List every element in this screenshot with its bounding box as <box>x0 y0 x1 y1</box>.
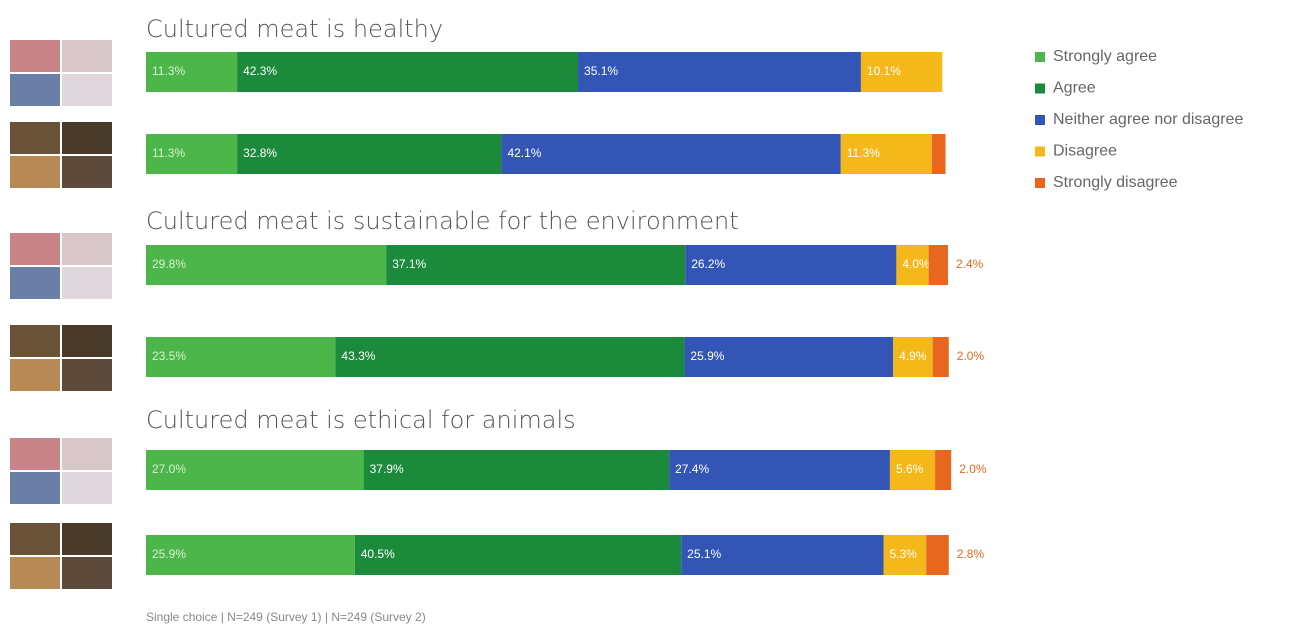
bar-segment <box>931 134 946 174</box>
data-label: 10.1% <box>867 64 901 78</box>
data-label: 4.0% <box>902 257 930 271</box>
bar-segment <box>685 245 897 285</box>
bar-segment <box>684 337 894 377</box>
data-label: 11.3% <box>847 146 880 160</box>
data-label: 2.4% <box>956 257 984 271</box>
thumbnail <box>62 325 112 357</box>
thumbnail <box>10 557 60 589</box>
thumbnail <box>62 122 112 154</box>
legend-label: Agree <box>1053 80 1096 97</box>
thumbnail <box>10 233 60 265</box>
data-label: 2.8% <box>957 547 985 561</box>
bar-segment <box>896 245 929 285</box>
bar-segment <box>926 535 949 575</box>
group-title: Cultured meat is ethical for animals <box>146 406 576 434</box>
bar-segment <box>578 52 861 92</box>
bar-segment <box>237 52 579 92</box>
thumbnail <box>62 438 112 470</box>
thumbnail <box>10 472 60 504</box>
data-label: 27.0% <box>152 462 186 476</box>
legend-label: Strongly agree <box>1053 48 1157 65</box>
data-label: 37.9% <box>370 462 404 476</box>
thumbnail <box>10 523 60 555</box>
data-label: 42.3% <box>243 64 277 78</box>
data-label: 5.6% <box>896 462 924 476</box>
thumbnail <box>10 74 60 106</box>
bar-segment <box>386 245 686 285</box>
data-label: 5.3% <box>889 547 917 561</box>
bar-segment <box>363 450 670 490</box>
thumbnail <box>10 438 60 470</box>
legend-label: Neither agree nor disagree <box>1053 111 1243 128</box>
thumbnail <box>10 40 60 72</box>
bar-segment <box>146 450 364 490</box>
bar-segment <box>840 134 932 174</box>
thumbnail <box>62 557 112 589</box>
data-label: 23.5% <box>152 349 186 363</box>
data-label: 26.2% <box>691 257 725 271</box>
bar-segment <box>146 337 336 377</box>
bar-segment <box>146 535 355 575</box>
group-title: Cultured meat is sustainable for the env… <box>146 207 739 235</box>
thumbnail <box>62 40 112 72</box>
data-label: 37.1% <box>392 257 426 271</box>
bar-segment <box>237 134 502 174</box>
bar-segment <box>669 450 890 490</box>
bar-segment <box>354 535 682 575</box>
data-label: 25.9% <box>152 547 186 561</box>
thumbnail <box>62 74 112 106</box>
bar-segment <box>146 134 238 174</box>
thumbnail <box>10 325 60 357</box>
data-label: 27.4% <box>675 462 709 476</box>
data-label: 25.1% <box>687 547 721 561</box>
bar-segment <box>860 52 943 92</box>
bar-segment <box>928 245 948 285</box>
legend-swatch <box>1035 115 1045 125</box>
footnote: Single choice | N=249 (Survey 1) | N=249… <box>146 610 426 624</box>
data-label: 32.8% <box>243 146 277 160</box>
bar-segment <box>932 337 949 377</box>
data-label: 43.3% <box>341 349 375 363</box>
bar-segment <box>935 450 952 490</box>
legend-swatch <box>1035 178 1045 188</box>
bar-segment <box>893 337 933 377</box>
thumbnail <box>10 122 60 154</box>
thumbnail <box>62 523 112 555</box>
legend-label: Strongly disagree <box>1053 174 1178 191</box>
thumbnail <box>62 359 112 391</box>
legend-swatch <box>1035 83 1045 94</box>
data-label: 11.3% <box>152 146 185 160</box>
bar-segment <box>335 337 685 377</box>
bar-segment <box>889 450 936 490</box>
data-label: 35.1% <box>584 64 618 78</box>
data-label: 42.1% <box>507 146 541 160</box>
data-label: 2.0% <box>959 462 987 476</box>
data-label: 11.3% <box>152 64 185 78</box>
legend-swatch <box>1035 146 1045 157</box>
thumbnail <box>10 359 60 391</box>
bar-segment <box>501 134 841 174</box>
thumbnail <box>62 233 112 265</box>
bar-segment <box>146 52 238 92</box>
bar-segment <box>883 535 927 575</box>
data-label: 29.8% <box>152 257 186 271</box>
thumbnail <box>62 156 112 188</box>
bar-segment <box>146 245 387 285</box>
bar-segment <box>681 535 884 575</box>
data-label: 4.9% <box>899 349 927 363</box>
group-title: Cultured meat is healthy <box>146 15 443 43</box>
thumbnail <box>10 156 60 188</box>
data-label: 40.5% <box>361 547 395 561</box>
thumbnail <box>62 472 112 504</box>
thumbnail <box>62 267 112 299</box>
data-label: 25.9% <box>690 349 724 363</box>
thumbnail <box>10 267 60 299</box>
legend-swatch <box>1035 52 1045 62</box>
legend-label: Disagree <box>1053 143 1117 160</box>
data-label: 2.0% <box>957 349 985 363</box>
